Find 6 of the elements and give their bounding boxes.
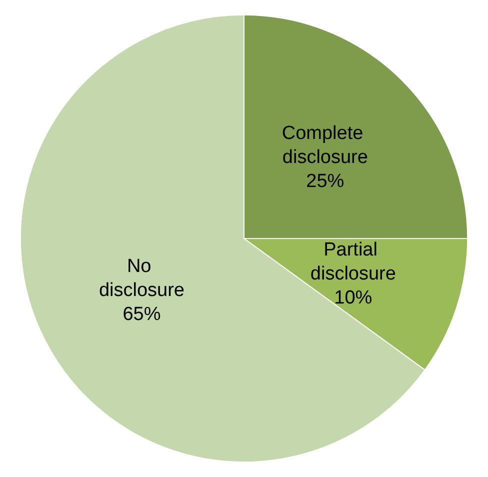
slice-label: No disclosure [98,256,184,302]
slice-label: Partial disclosure [310,239,396,284]
data-label: 10% [334,287,372,308]
data-label: 65% [122,304,161,326]
slice-label: Complete disclosure [282,122,368,168]
data-label: 25% [306,170,344,192]
